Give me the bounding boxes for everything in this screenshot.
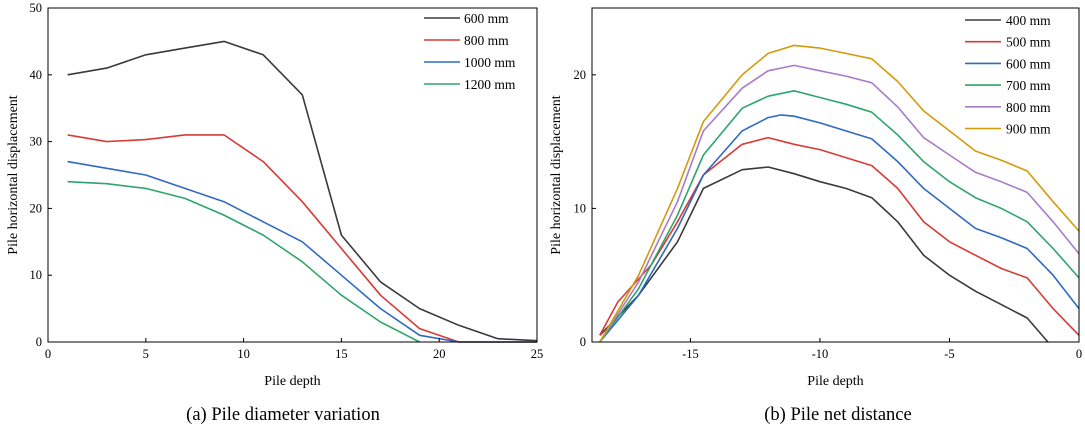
series-line-b-700-mm xyxy=(599,90,1080,343)
x-tick-label-a: 20 xyxy=(433,347,446,361)
x-tick-label-a: 5 xyxy=(143,347,149,361)
plot-frame-b xyxy=(591,7,1080,343)
legend-label-a: 800 mm xyxy=(464,33,509,48)
series-line-a-600-mm xyxy=(67,40,538,342)
x-tick-label-b: -15 xyxy=(682,347,699,361)
x-tick-label-b: 0 xyxy=(1076,347,1082,361)
plot-frame-a xyxy=(47,7,538,343)
series-line-b-400-mm xyxy=(599,166,1049,343)
y-axis-label-a: Pile horizontal displacement xyxy=(6,95,21,255)
x-tick-label-a: 15 xyxy=(335,347,348,361)
legend-label-a: 600 mm xyxy=(464,11,509,26)
x-tick-label-a: 25 xyxy=(531,347,544,361)
x-tick-label-b: -5 xyxy=(944,347,954,361)
y-tick-label-a: 20 xyxy=(30,201,43,215)
x-tick-label-a: 0 xyxy=(45,347,51,361)
chart-panel-a: 0 5 10 15 20 25 0 10 20 30 40 50 Pile depth Pile hori… xyxy=(6,1,543,425)
legend-label-a: 1000 mm xyxy=(464,55,516,70)
y-axis-label-b: Pile horizontal displacement xyxy=(549,95,564,255)
legend-label-b: 400 mm xyxy=(1006,13,1051,28)
y-tick-label-a: 30 xyxy=(30,135,43,149)
x-tick-label-b: -10 xyxy=(812,347,829,361)
y-tick-label-b: 20 xyxy=(574,68,587,82)
x-axis-label-b: Pile depth xyxy=(807,374,863,389)
legend-label-b: 500 mm xyxy=(1006,35,1051,50)
x-axis-label-a: Pile depth xyxy=(264,374,320,389)
series-line-a-1200-mm xyxy=(67,180,420,343)
figure-caption-a: (a) Pile diameter variation xyxy=(186,405,380,425)
series-line-b-900-mm xyxy=(599,44,1080,343)
x-tick-label-a: 10 xyxy=(237,347,250,361)
y-tick-label-a: 40 xyxy=(30,68,43,82)
y-tick-label-a: 50 xyxy=(30,1,43,15)
y-tick-label-a: 10 xyxy=(30,268,43,282)
y-tick-label-b: 10 xyxy=(574,201,587,215)
series-line-a-800-mm xyxy=(67,134,537,343)
y-tick-label-b: 0 xyxy=(580,335,586,349)
y-tick-label-a: 0 xyxy=(36,335,42,349)
chart-panel-b: -15 -10 -5 0 0 10 20 Pile depth Pile horizontal … xyxy=(549,7,1082,425)
legend-label-b: 600 mm xyxy=(1006,56,1051,71)
series-line-b-500-mm xyxy=(599,136,1080,336)
legend-label-a: 1200 mm xyxy=(464,77,516,92)
series-line-a-1000-mm xyxy=(67,160,537,343)
series-line-b-800-mm xyxy=(599,64,1080,343)
figure-caption-b: (b) Pile net distance xyxy=(764,405,911,425)
legend-label-b: 700 mm xyxy=(1006,78,1051,93)
legend-label-b: 900 mm xyxy=(1006,122,1051,137)
legend-label-b: 800 mm xyxy=(1006,100,1051,115)
series-line-b-600-mm xyxy=(599,114,1080,343)
